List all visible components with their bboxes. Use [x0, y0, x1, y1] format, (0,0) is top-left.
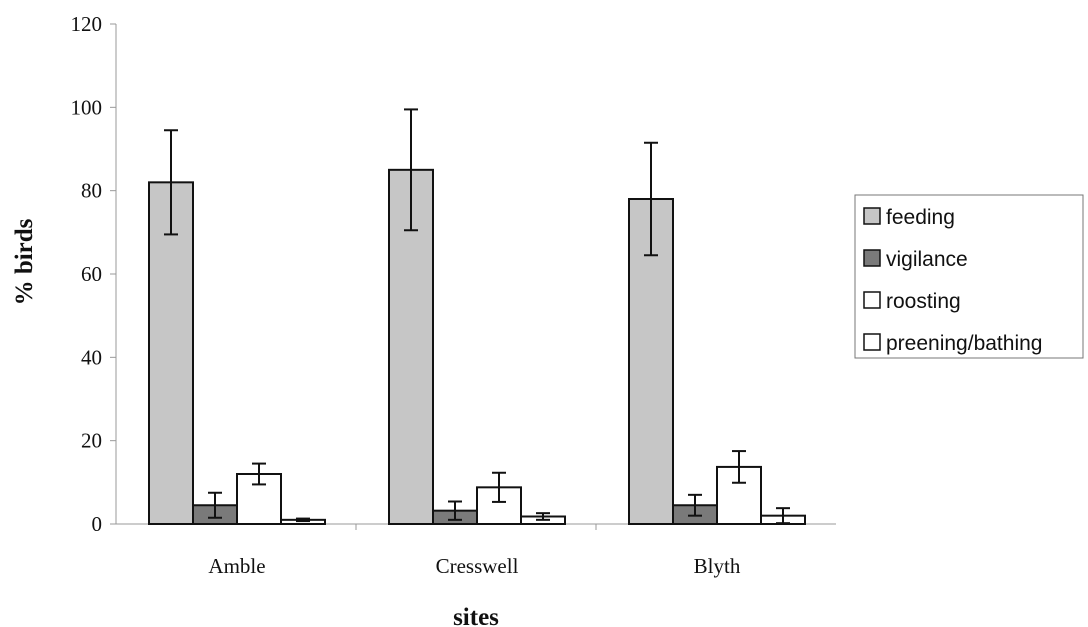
- legend-swatch: [863, 291, 881, 309]
- y-tick-label: 80: [81, 179, 102, 203]
- legend-swatch: [863, 333, 881, 351]
- legend-label: preening/bathing: [886, 332, 1042, 355]
- x-tick-label: Blyth: [694, 554, 741, 578]
- y-tick-label: 0: [92, 512, 103, 536]
- y-axis-title: % birds: [11, 218, 38, 305]
- y-tick-label: 40: [81, 345, 102, 369]
- bars: [148, 108, 806, 526]
- y-tick-label: 60: [81, 262, 102, 286]
- y-tick-label: 20: [81, 429, 102, 453]
- y-tick-label: 100: [71, 95, 103, 119]
- x-tick-label: Cresswell: [436, 554, 519, 578]
- x-tick-label: Amble: [208, 554, 265, 578]
- bar: [148, 181, 194, 525]
- axes: 0 20 40 60 80 100 120 Amble Cresswell Blyth: [71, 12, 836, 578]
- legend: feeding vigilance roosting preening/bathing: [854, 194, 1084, 359]
- legend-label: feeding: [886, 206, 955, 229]
- legend-swatch: [863, 207, 881, 225]
- legend-swatch: [863, 249, 881, 267]
- x-axis-title: sites: [453, 604, 499, 627]
- legend-label: vigilance: [886, 248, 968, 271]
- y-tick-label: 120: [71, 12, 103, 36]
- legend-box: [854, 194, 1084, 359]
- legend-label: roosting: [886, 290, 961, 313]
